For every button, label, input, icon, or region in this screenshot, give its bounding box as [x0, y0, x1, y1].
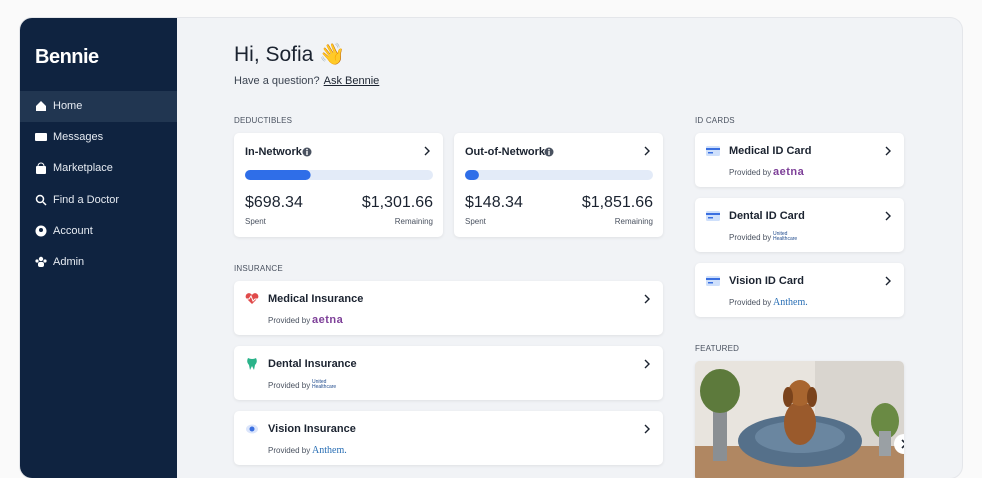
chevron [885, 211, 891, 221]
nav-icon [35, 194, 47, 206]
card-icon [246, 424, 258, 434]
insurance-card[interactable]: Dental Insurance Provided by United Health… [234, 346, 663, 400]
section-heading: FEATURED [695, 344, 740, 353]
provided-by: Provided by [729, 168, 772, 177]
remaining-amount: $1,301.66 [361, 194, 433, 211]
nav-icon [35, 133, 47, 142]
card-icon [245, 293, 259, 304]
nav-icon [35, 225, 47, 237]
chevron [644, 146, 650, 156]
help-line: Have a question? Ask Bennie [234, 75, 379, 87]
nav-item[interactable]: Messages [20, 122, 177, 153]
insurance-card[interactable]: Medical Insurance Provided by aetna [234, 281, 663, 335]
chevron [424, 146, 430, 156]
provider-logo: aetna [312, 314, 344, 326]
provider-logo: United Healthcare [312, 379, 337, 390]
card-title: Out-of-Network [465, 146, 546, 158]
section-heading: INSURANCE [234, 264, 283, 273]
section-heading: ID CARDS [695, 116, 735, 125]
remaining-caption: Remaining [394, 217, 433, 226]
progress-bar [245, 170, 433, 180]
card-icon [247, 358, 257, 370]
info-icon [544, 147, 554, 157]
info-icon [302, 147, 312, 157]
card-icon [706, 211, 720, 221]
featured-image [695, 361, 904, 478]
provider-logo: Anthem. [312, 445, 347, 456]
card-title: Dental Insurance [268, 358, 357, 370]
nav-label: Admin [53, 256, 85, 268]
spent-caption: Spent [465, 217, 486, 226]
insurance-card[interactable]: Vision Insurance Provided by Anthem. [234, 411, 663, 465]
deductible-card[interactable]: Out-of-Network $148.34 $1,851.66 Spent Remai… [454, 133, 663, 237]
nav-label: Home [53, 100, 83, 112]
provided-by: Provided by [729, 233, 772, 242]
spent-amount: $148.34 [465, 194, 523, 211]
sidebar: Bennie Home Messages Marketplace Find a Doc… [20, 18, 177, 478]
provided-by: Provided by [268, 446, 311, 455]
progress-track [465, 170, 653, 180]
app-window: Bennie Home Messages Marketplace Find a Doc… [20, 18, 962, 478]
question: Have a question? [234, 75, 320, 87]
nav-item[interactable]: Home [20, 91, 177, 122]
nav-label: Messages [53, 131, 104, 144]
nav-icon [35, 256, 47, 267]
logo: Bennie [35, 46, 99, 68]
ask-link[interactable]: Ask Bennie [323, 75, 380, 87]
card-title: In-Network [245, 146, 302, 158]
chevron [644, 359, 650, 369]
greeting: Hi, Sofia 👋 [234, 43, 346, 66]
card-title: Medical Insurance [268, 293, 364, 305]
nav-icon [36, 101, 46, 111]
nav-icon [36, 162, 46, 175]
deductible-card[interactable]: In-Network $698.34 $1,301.66 Spent Remaining [234, 133, 443, 237]
provider-logo: Anthem. [773, 297, 808, 308]
progress-fill [245, 170, 311, 180]
provided-by: Provided by [268, 316, 311, 325]
progress-bar [465, 170, 653, 180]
spent-caption: Spent [245, 217, 266, 226]
remaining-caption: Remaining [614, 217, 653, 226]
provided-by: Provided by [268, 381, 311, 390]
id-card[interactable]: Vision ID Card Provided by Anthem. [695, 263, 904, 317]
chevron [885, 276, 891, 286]
chevron [644, 424, 650, 434]
nav-item[interactable]: Marketplace [20, 153, 177, 184]
nav-item[interactable]: Account [20, 216, 177, 247]
provider-logo: aetna [773, 166, 805, 178]
provided-by: Provided by [729, 298, 772, 307]
card-title: Dental ID Card [729, 210, 805, 222]
chevron [644, 294, 650, 304]
page: Bennie Home Messages Marketplace Find a Doc… [20, 18, 904, 478]
nav-label: Account [53, 224, 93, 237]
chevron [885, 146, 891, 156]
nav-label: Find a Doctor [53, 193, 120, 206]
card-title: Medical ID Card [729, 145, 812, 157]
card-icon [706, 276, 720, 286]
id-card[interactable]: Medical ID Card Provided by aetna [695, 133, 904, 187]
id-card[interactable]: Dental ID Card Provided by United Healthca… [695, 198, 904, 252]
card-icon [706, 146, 720, 156]
featured-card[interactable] [695, 361, 904, 478]
card-title: Vision Insurance [268, 423, 356, 435]
remaining-amount: $1,851.66 [581, 194, 653, 211]
nav-item[interactable]: Find a Doctor [20, 185, 177, 216]
nav-label: Marketplace [53, 162, 113, 175]
provider-logo: United Healthcare [773, 231, 798, 242]
section-heading: DEDUCTIBLES [234, 116, 293, 125]
nav-item[interactable]: Admin [20, 247, 177, 278]
progress-fill [465, 170, 479, 180]
spent-amount: $698.34 [245, 194, 303, 211]
card-title: Vision ID Card [729, 275, 804, 287]
